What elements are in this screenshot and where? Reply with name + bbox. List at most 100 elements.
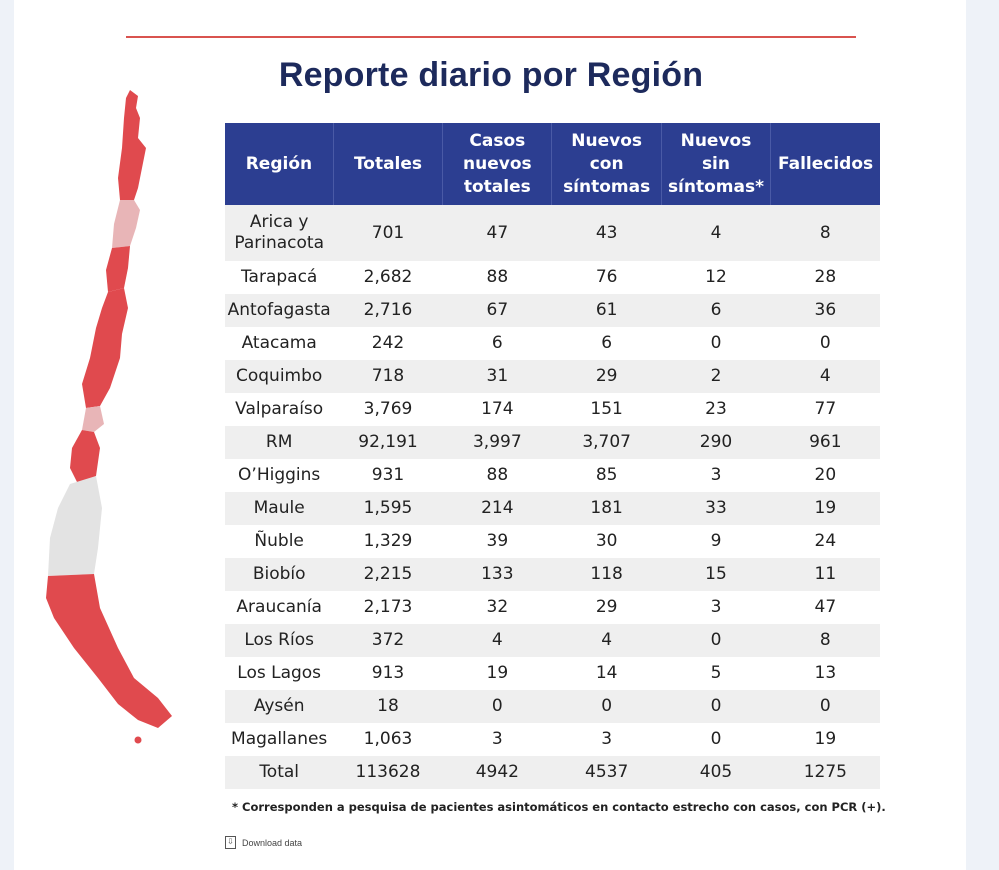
region-name-cell: Biobío (225, 558, 334, 591)
value-cell: 718 (333, 360, 443, 393)
value-cell: 4 (442, 624, 552, 657)
value-cell: 3,707 (551, 426, 662, 459)
table-row: Biobío 2,215 133 118 15 11 (225, 558, 880, 591)
value-cell: 0 (551, 690, 662, 723)
value-cell: 372 (333, 624, 443, 657)
value-cell: 9 (661, 525, 771, 558)
table-row: Aysén 18 0 0 0 0 (225, 690, 880, 723)
map-region-north-3 (106, 246, 130, 292)
value-cell: 290 (661, 426, 771, 459)
total-label-cell: Total (225, 756, 334, 789)
value-cell: 0 (661, 327, 771, 360)
region-name-cell: Aysén (225, 690, 334, 723)
download-data-link[interactable]: ⇩ Download data (225, 836, 302, 849)
total-value-cell: 4537 (551, 756, 662, 789)
regions-table: Región Totales Casos nuevos totales Nuev… (225, 123, 880, 789)
table-row: Tarapacá 2,682 88 76 12 28 (225, 261, 880, 294)
value-cell: 33 (661, 492, 771, 525)
value-cell: 30 (551, 525, 662, 558)
value-cell: 19 (770, 723, 880, 756)
region-name-cell: Coquimbo (225, 360, 334, 393)
value-cell: 1,063 (333, 723, 443, 756)
value-cell: 1,595 (333, 492, 443, 525)
value-cell: 13 (770, 657, 880, 690)
value-cell: 5 (661, 657, 771, 690)
value-cell: 151 (551, 393, 662, 426)
value-cell: 14 (551, 657, 662, 690)
region-name-cell: Atacama (225, 327, 334, 360)
value-cell: 20 (770, 459, 880, 492)
region-name-cell: Arica y Parinacota (225, 205, 334, 261)
value-cell: 181 (551, 492, 662, 525)
map-region-south-gray (48, 476, 102, 576)
value-cell: 24 (770, 525, 880, 558)
header-region: Región (225, 123, 334, 205)
value-cell: 88 (442, 459, 552, 492)
value-cell: 3 (551, 723, 662, 756)
value-cell: 12 (661, 261, 771, 294)
value-cell: 15 (661, 558, 771, 591)
map-region-north-1 (118, 90, 146, 200)
region-name-cell: Maule (225, 492, 334, 525)
value-cell: 6 (551, 327, 662, 360)
table-row: Magallanes 1,063 3 3 0 19 (225, 723, 880, 756)
total-value-cell: 405 (661, 756, 771, 789)
value-cell: 77 (770, 393, 880, 426)
map-region-central-1 (82, 288, 128, 408)
region-name-cell: Antofagasta (225, 294, 334, 327)
region-name-cell: Los Lagos (225, 657, 334, 690)
value-cell: 36 (770, 294, 880, 327)
region-name-cell: O’Higgins (225, 459, 334, 492)
value-cell: 961 (770, 426, 880, 459)
value-cell: 32 (442, 591, 552, 624)
value-cell: 174 (442, 393, 552, 426)
value-cell: 76 (551, 261, 662, 294)
table-row: Araucanía 2,173 32 29 3 47 (225, 591, 880, 624)
value-cell: 85 (551, 459, 662, 492)
value-cell: 118 (551, 558, 662, 591)
value-cell: 0 (770, 327, 880, 360)
value-cell: 67 (442, 294, 552, 327)
table-header: Región Totales Casos nuevos totales Nuev… (225, 123, 880, 205)
value-cell: 4 (770, 360, 880, 393)
map-region-central-3 (70, 430, 100, 484)
value-cell: 2,716 (333, 294, 443, 327)
value-cell: 47 (442, 205, 552, 261)
value-cell: 29 (551, 360, 662, 393)
value-cell: 18 (333, 690, 443, 723)
value-cell: 6 (661, 294, 771, 327)
region-name-cell: Valparaíso (225, 393, 334, 426)
value-cell: 28 (770, 261, 880, 294)
value-cell: 19 (442, 657, 552, 690)
value-cell: 3 (442, 723, 552, 756)
value-cell: 1,329 (333, 525, 443, 558)
header-totales: Totales (333, 123, 444, 205)
value-cell: 701 (333, 205, 443, 261)
download-icon: ⇩ (225, 836, 236, 849)
value-cell: 0 (442, 690, 552, 723)
table-row: Valparaíso 3,769 174 151 23 77 (225, 393, 880, 426)
value-cell: 39 (442, 525, 552, 558)
value-cell: 2,173 (333, 591, 443, 624)
value-cell: 931 (333, 459, 443, 492)
value-cell: 214 (442, 492, 552, 525)
total-value-cell: 4942 (442, 756, 552, 789)
value-cell: 913 (333, 657, 443, 690)
page-title: Reporte diario por Región (278, 56, 704, 94)
table-row: Maule 1,595 214 181 33 19 (225, 492, 880, 525)
value-cell: 4 (551, 624, 662, 657)
value-cell: 3,769 (333, 393, 443, 426)
value-cell: 88 (442, 261, 552, 294)
value-cell: 19 (770, 492, 880, 525)
table-row: Atacama 242 6 6 0 0 (225, 327, 880, 360)
total-value-cell: 1275 (770, 756, 880, 789)
region-name-cell: RM (225, 426, 334, 459)
value-cell: 61 (551, 294, 662, 327)
value-cell: 2,215 (333, 558, 443, 591)
header-casos-nuevos: Casos nuevos totales (442, 123, 553, 205)
header-fallecidos: Fallecidos (770, 123, 880, 205)
table-row: Arica y Parinacota 701 47 43 4 8 (225, 205, 880, 261)
table-row: Los Lagos 913 19 14 5 13 (225, 657, 880, 690)
table-row: Coquimbo 718 31 29 2 4 (225, 360, 880, 393)
value-cell: 0 (661, 723, 771, 756)
